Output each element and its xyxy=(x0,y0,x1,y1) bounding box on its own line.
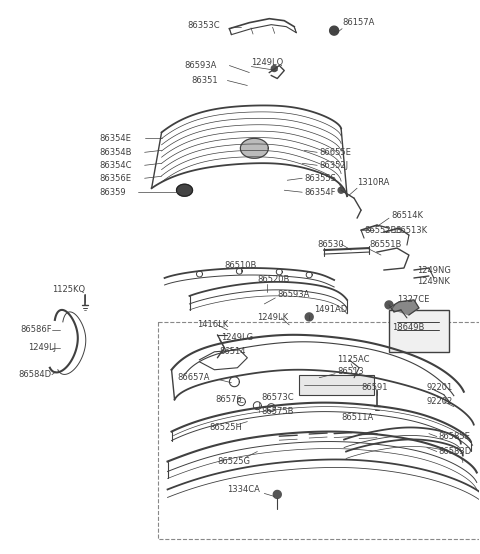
Polygon shape xyxy=(306,272,312,278)
Text: 86530: 86530 xyxy=(317,239,344,249)
Text: 1249LQ: 1249LQ xyxy=(252,58,284,67)
Polygon shape xyxy=(229,377,240,387)
Polygon shape xyxy=(267,404,276,412)
Text: 86591: 86591 xyxy=(361,383,387,392)
Text: 86513K: 86513K xyxy=(395,225,427,235)
Polygon shape xyxy=(236,268,242,274)
Polygon shape xyxy=(389,300,419,315)
Text: 86525H: 86525H xyxy=(209,423,242,432)
Bar xyxy=(299,375,374,394)
Text: 1125AC: 1125AC xyxy=(337,355,370,365)
Text: 86513: 86513 xyxy=(337,367,364,376)
Text: 1334CA: 1334CA xyxy=(228,485,260,494)
Text: 1125KQ: 1125KQ xyxy=(52,285,85,295)
Polygon shape xyxy=(273,490,281,499)
Text: 86655E: 86655E xyxy=(319,148,351,157)
Text: 86354F: 86354F xyxy=(304,188,336,197)
Text: 86525G: 86525G xyxy=(217,457,251,466)
Text: 86551B: 86551B xyxy=(369,239,401,249)
Text: 86157A: 86157A xyxy=(342,18,374,27)
Polygon shape xyxy=(238,398,245,406)
Text: 86351: 86351 xyxy=(192,76,218,85)
Text: 1491AD: 1491AD xyxy=(314,305,348,315)
Polygon shape xyxy=(338,187,344,193)
Text: 86511A: 86511A xyxy=(341,413,373,422)
Text: 92202: 92202 xyxy=(427,397,453,406)
Polygon shape xyxy=(276,269,282,275)
Text: 1416LK: 1416LK xyxy=(197,320,229,330)
Text: 86584D: 86584D xyxy=(18,370,51,379)
Polygon shape xyxy=(271,65,277,71)
Text: 86657A: 86657A xyxy=(178,373,210,382)
Text: 86356E: 86356E xyxy=(100,174,132,183)
Text: 86552B: 86552B xyxy=(364,225,396,235)
Text: 86573C: 86573C xyxy=(261,393,294,402)
Text: 86510B: 86510B xyxy=(225,260,257,270)
Text: 1327CE: 1327CE xyxy=(397,295,429,305)
Text: 86354B: 86354B xyxy=(100,148,132,157)
Text: 86514K: 86514K xyxy=(391,211,423,220)
Polygon shape xyxy=(196,271,203,277)
Text: 1310RA: 1310RA xyxy=(357,178,389,187)
Text: 86514: 86514 xyxy=(219,347,246,356)
Text: 86576: 86576 xyxy=(216,395,242,404)
Text: 1249LJ: 1249LJ xyxy=(28,343,56,352)
Text: 86583D: 86583D xyxy=(439,447,472,456)
Text: 92201: 92201 xyxy=(427,383,453,392)
Polygon shape xyxy=(253,402,261,409)
Text: 1249LG: 1249LG xyxy=(221,334,253,342)
Bar xyxy=(157,322,480,539)
Polygon shape xyxy=(305,313,313,321)
Polygon shape xyxy=(330,26,338,35)
Text: 86586F: 86586F xyxy=(20,325,51,335)
Text: 86575B: 86575B xyxy=(261,407,294,416)
Polygon shape xyxy=(177,184,192,196)
Text: 86352J: 86352J xyxy=(319,161,348,170)
Text: 1249LK: 1249LK xyxy=(257,314,288,322)
Text: 86354E: 86354E xyxy=(100,134,132,143)
Text: 86593A: 86593A xyxy=(184,61,217,70)
Text: 86585E: 86585E xyxy=(439,432,471,441)
Polygon shape xyxy=(385,301,393,309)
Text: 18649B: 18649B xyxy=(392,324,424,332)
Text: 86359: 86359 xyxy=(100,188,126,197)
Polygon shape xyxy=(240,138,268,158)
Text: 86593A: 86593A xyxy=(277,290,310,300)
Text: 86354C: 86354C xyxy=(100,161,132,170)
Text: 86353C: 86353C xyxy=(188,21,220,30)
Text: 86355S: 86355S xyxy=(304,174,336,183)
Text: 1249NK: 1249NK xyxy=(417,278,450,286)
Text: 86520B: 86520B xyxy=(257,275,290,285)
Text: 1249NG: 1249NG xyxy=(417,265,451,275)
Bar xyxy=(389,310,449,352)
